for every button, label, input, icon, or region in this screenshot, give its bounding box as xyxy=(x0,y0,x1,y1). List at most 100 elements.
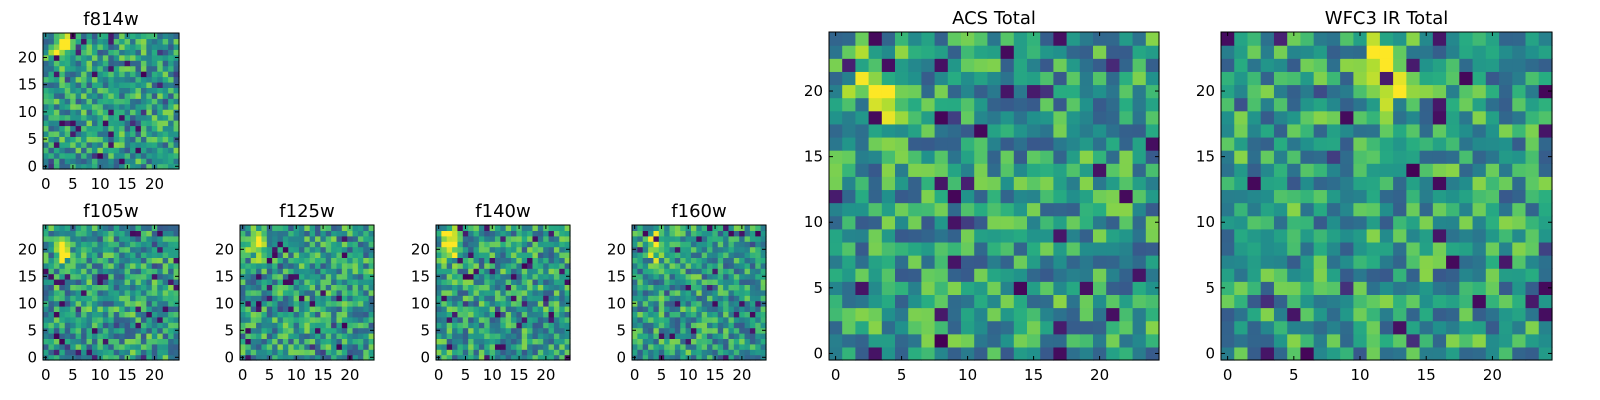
heatmap-cell xyxy=(733,252,740,258)
heatmap-cell xyxy=(124,295,131,302)
heatmap-cell xyxy=(505,295,512,302)
heatmap-cell xyxy=(653,295,660,302)
heatmap-cell xyxy=(282,262,289,269)
heatmap-cell xyxy=(1393,202,1407,217)
heatmap-cell xyxy=(500,262,507,269)
heatmap-cell xyxy=(484,333,491,339)
heatmap-cell xyxy=(1079,45,1094,59)
heatmap-cell xyxy=(347,295,354,302)
heatmap-cell xyxy=(135,76,142,83)
heatmap-cell xyxy=(119,289,126,296)
heatmap-cell xyxy=(1340,163,1354,177)
heatmap-cell xyxy=(108,246,115,253)
heatmap-cell xyxy=(680,338,687,345)
heatmap-cell xyxy=(1379,123,1394,138)
heatmap-cell xyxy=(1000,32,1015,46)
heatmap-cell xyxy=(1221,58,1235,72)
heatmap-cell xyxy=(59,43,66,50)
heatmap-cell xyxy=(733,289,740,296)
heatmap-cell xyxy=(1000,136,1015,151)
heatmap-cell xyxy=(521,257,528,264)
heatmap-cell xyxy=(728,289,735,296)
heatmap-cell xyxy=(653,300,660,307)
heatmap-cell xyxy=(325,252,332,258)
heatmap-cell xyxy=(113,311,120,318)
heatmap-cell xyxy=(86,49,93,56)
heatmap-cell xyxy=(336,333,343,339)
heatmap-cell xyxy=(102,65,109,72)
heatmap-cell xyxy=(97,279,104,285)
heatmap-cell xyxy=(266,230,273,237)
heatmap-cell xyxy=(304,279,311,285)
heatmap-cell xyxy=(266,268,273,275)
heatmap-cell xyxy=(173,322,180,329)
heatmap-cell xyxy=(680,235,687,242)
heatmap-cell xyxy=(1040,123,1054,138)
heatmap-cell xyxy=(1406,136,1421,151)
heatmap-cell xyxy=(755,327,762,334)
heatmap-cell xyxy=(921,255,936,269)
heatmap-cell xyxy=(59,354,66,361)
heatmap-cell xyxy=(240,289,246,296)
heatmap-cell xyxy=(135,81,142,88)
heatmap-cell xyxy=(108,306,115,312)
heatmap-cell xyxy=(81,262,88,269)
heatmap-cell xyxy=(119,163,126,170)
heatmap-cell xyxy=(895,176,909,191)
heatmap-cell xyxy=(500,300,507,307)
heatmap-cell xyxy=(1027,268,1041,282)
heatmap-cell xyxy=(86,38,93,45)
heatmap-cell xyxy=(1406,241,1421,256)
heatmap-cell xyxy=(868,71,883,86)
heatmap-cell xyxy=(723,295,730,302)
heatmap-cell xyxy=(1273,294,1288,309)
heatmap-cell xyxy=(1053,176,1068,191)
heatmap-cell xyxy=(436,235,442,242)
heatmap-cell xyxy=(315,322,321,329)
heatmap-cell xyxy=(658,230,665,237)
heatmap-cell xyxy=(881,163,896,177)
heatmap-cell xyxy=(1340,294,1354,309)
heatmap-cell xyxy=(1459,71,1474,86)
heatmap-cell xyxy=(1221,307,1235,322)
heatmap-cell xyxy=(293,300,300,307)
heatmap-cell xyxy=(842,215,856,230)
heatmap-cell xyxy=(91,43,98,50)
heatmap-cell xyxy=(749,284,756,291)
heatmap-cell xyxy=(553,333,560,339)
heatmap-cell xyxy=(1472,215,1487,230)
heatmap-cell xyxy=(632,311,638,318)
heatmap-cell xyxy=(478,230,485,237)
heatmap-cell xyxy=(70,98,77,105)
heatmap-cell xyxy=(441,289,448,296)
heatmap-cell xyxy=(64,92,71,99)
heatmap-cell xyxy=(1353,189,1368,204)
heatmap-cell xyxy=(70,284,77,291)
heatmap-cell xyxy=(664,268,671,275)
heatmap-cell xyxy=(108,49,115,56)
heatmap-cell xyxy=(1027,97,1041,112)
heatmap-cell xyxy=(168,284,175,291)
heatmap-cell xyxy=(664,349,671,356)
heatmap-cell xyxy=(1013,346,1028,361)
heatmap-cell xyxy=(48,284,55,291)
heatmap-cell xyxy=(1499,97,1513,112)
heatmap-cell xyxy=(162,241,169,248)
heatmap-cell xyxy=(1273,320,1288,335)
heatmap-cell xyxy=(91,158,98,165)
heatmap-cell xyxy=(119,354,126,361)
heatmap-cell xyxy=(637,262,644,269)
heatmap-cell xyxy=(368,268,375,275)
heatmap-cell xyxy=(532,327,539,334)
heatmap-cell xyxy=(637,322,644,329)
heatmap-cell xyxy=(151,333,158,339)
heatmap-cell xyxy=(701,300,708,307)
heatmap-cell xyxy=(680,279,687,285)
heatmap-cell xyxy=(59,252,66,258)
heatmap-cell xyxy=(298,279,305,285)
heatmap-cell xyxy=(1300,150,1315,164)
heatmap-cell xyxy=(1260,268,1275,282)
heatmap-cell xyxy=(1472,228,1487,243)
heatmap-cell xyxy=(441,322,448,329)
